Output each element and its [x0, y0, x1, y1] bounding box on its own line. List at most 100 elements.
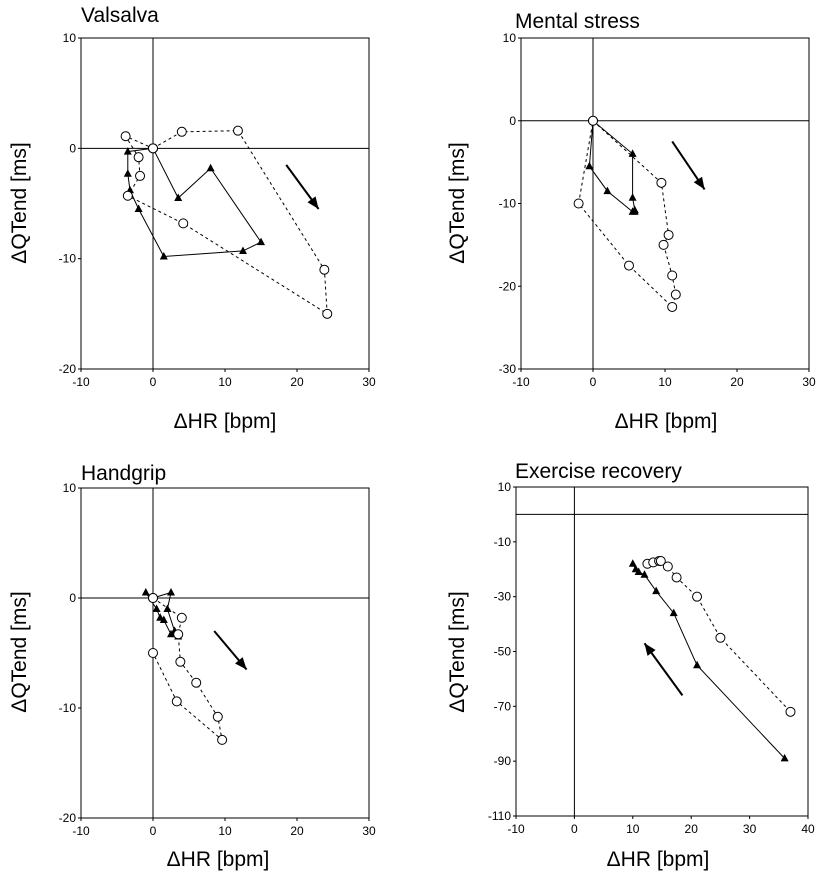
y-tick-label: 10 — [63, 31, 77, 45]
y-tick-label: -20 — [59, 362, 77, 376]
triangle-series-line — [127, 147, 262, 258]
panel-title: Exercise recovery — [515, 460, 682, 483]
triangle-marker — [693, 660, 702, 669]
x-tick-label: 10 — [218, 824, 232, 838]
circle-marker — [176, 126, 187, 137]
circle-marker — [148, 648, 158, 658]
circle-marker — [173, 629, 184, 640]
x-tick-label: 0 — [571, 822, 578, 836]
circle-marker — [663, 229, 674, 240]
direction-arrow-head — [235, 657, 247, 670]
circle-marker — [133, 152, 144, 163]
x-tick-label: 40 — [801, 822, 815, 836]
y-tick-label: -90 — [494, 754, 512, 768]
x-tick-label: 20 — [730, 375, 744, 389]
x-tick-label: 0 — [150, 824, 157, 838]
y-tick-label: 0 — [69, 591, 76, 605]
y-tick-label: -10 — [59, 252, 77, 266]
triangle-marker — [134, 204, 143, 213]
circle-marker — [148, 143, 158, 154]
triangle-marker — [159, 615, 168, 623]
panel-mental-stress: Mental stress ΔHR [bpm] ΔQTend [ms] -10 0… — [446, 10, 816, 433]
y-tick-label: -10 — [59, 701, 77, 715]
circle-marker — [120, 131, 131, 142]
triangle-marker — [585, 161, 594, 170]
triangle-marker — [156, 613, 165, 621]
x-tick-label: 30 — [362, 824, 376, 838]
y-tick-label: -70 — [494, 699, 512, 713]
y-axis-label: ΔQTend [ms] — [446, 142, 469, 263]
triangle-marker — [640, 570, 649, 578]
triangle-marker — [123, 147, 132, 155]
circle-marker — [667, 270, 678, 281]
triangle-series-line — [588, 120, 636, 213]
panel-valsalva: Valsalva ΔHR [bpm] ΔQTend [ms] -10 0 10 20 3… — [8, 4, 376, 433]
panel-handgrip: Handgrip ΔHR [bpm] ΔQTend [ms] -10 0 10 20 3… — [8, 462, 376, 871]
triangle-marker — [603, 186, 612, 195]
triangle-marker — [652, 586, 661, 595]
circle-marker — [662, 561, 673, 572]
y-tick-label: 0 — [69, 141, 76, 155]
circle-marker — [785, 706, 796, 717]
circle-marker — [232, 125, 243, 136]
circle-series-line — [124, 130, 328, 315]
circle-marker — [655, 556, 666, 567]
x-tick-label: 30 — [743, 822, 757, 836]
circle-marker — [715, 632, 726, 643]
triangle-marker — [174, 193, 183, 201]
triangle-marker — [159, 251, 168, 260]
x-axis-label: ΔHR [bpm] — [607, 848, 710, 871]
circle-marker — [573, 198, 584, 209]
y-axis-label: ΔQTend [ms] — [8, 142, 31, 263]
y-tick-label: -10 — [494, 535, 512, 549]
triangle-marker — [239, 246, 247, 254]
triangle-marker — [780, 753, 789, 762]
direction-arrow-head — [644, 643, 656, 656]
circle-series-line — [578, 120, 677, 308]
panel-exercise-recovery: Exercise recovery ΔHR [bpm] ΔQTend [ms] … — [446, 460, 815, 871]
y-tick-label: -50 — [494, 645, 512, 659]
y-tick-label: -20 — [59, 811, 77, 825]
y-tick-label: 10 — [63, 481, 77, 495]
x-tick-label: 10 — [658, 375, 672, 389]
y-tick-label: -10 — [499, 197, 517, 211]
circle-marker — [692, 591, 703, 602]
circle-marker — [135, 170, 146, 181]
x-tick-label: -10 — [72, 375, 90, 389]
x-tick-label: 20 — [685, 822, 699, 836]
panel-title: Handgrip — [81, 462, 166, 485]
circle-marker — [588, 115, 598, 126]
triangle-marker — [163, 604, 172, 612]
x-tick-label: 20 — [290, 824, 304, 838]
circle-marker — [624, 260, 634, 271]
y-axis-label: ΔQTend [ms] — [8, 591, 31, 712]
y-tick-label: 10 — [498, 480, 512, 494]
plot-frame — [520, 37, 810, 370]
circle-marker — [319, 264, 330, 275]
x-tick-label: 20 — [290, 375, 304, 389]
triangle-marker — [628, 193, 637, 201]
x-axis-label: ΔHR [bpm] — [615, 410, 718, 433]
triangle-marker — [167, 629, 175, 638]
direction-arrow-head — [307, 196, 319, 210]
circle-marker — [670, 289, 681, 300]
circle-series-line — [152, 597, 223, 742]
triangle-marker — [628, 207, 637, 215]
circle-marker — [175, 656, 186, 667]
x-tick-label: 30 — [802, 375, 816, 389]
circle-marker — [656, 177, 667, 188]
circle-marker — [212, 711, 223, 722]
x-tick-label: 0 — [590, 375, 597, 389]
x-tick-label: -10 — [512, 375, 530, 389]
x-axis-label: ΔHR [bpm] — [174, 410, 277, 433]
x-tick-label: -10 — [72, 824, 90, 838]
y-tick-label: -30 — [494, 590, 512, 604]
triangle-marker — [628, 559, 637, 567]
circle-marker — [176, 612, 187, 623]
triangle-marker — [206, 163, 215, 172]
triangle-marker — [634, 567, 643, 575]
y-tick-label: 0 — [509, 114, 516, 128]
circle-marker — [217, 734, 228, 745]
circle-marker — [322, 308, 333, 319]
